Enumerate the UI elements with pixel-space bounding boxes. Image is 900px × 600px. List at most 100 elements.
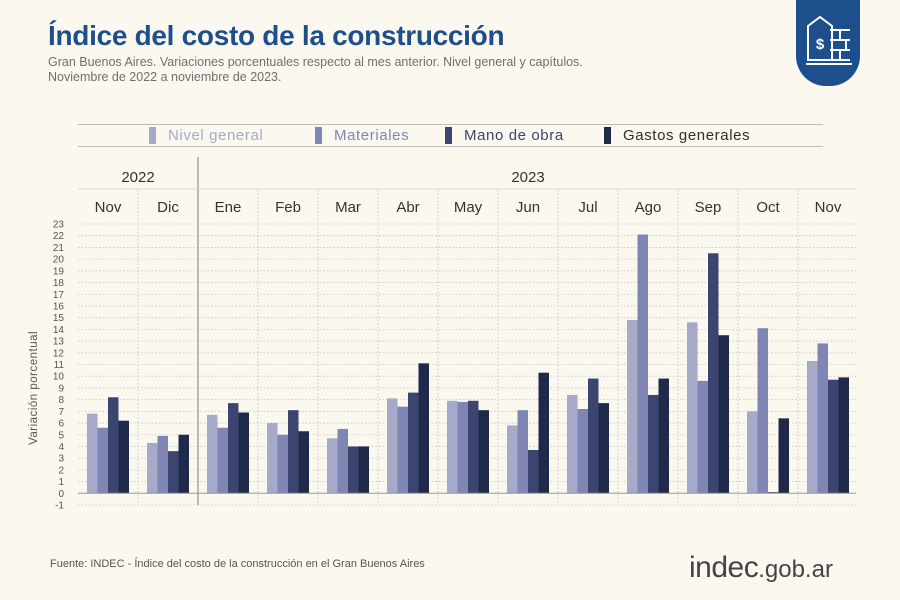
svg-text:$: $ [816,36,825,53]
bar [747,411,758,494]
bar [658,378,669,494]
bar [288,410,299,494]
y-tick-label: 5 [58,430,64,441]
bar [327,438,338,494]
y-tick-label: 10 [53,372,65,383]
y-tick-label: 0 [58,489,64,500]
bar [577,408,588,494]
subtitle-line-2: Noviembre de 2022 a noviembre de 2023. [48,70,282,84]
legend-item-gastos-generales: Gastos generales [604,126,750,145]
bar [358,446,369,494]
subtitle-line-1: Gran Buenos Aires. Variaciones porcentua… [48,55,583,69]
year-label: 2022 [121,169,154,186]
bar [517,410,528,494]
bar [397,406,408,494]
bar [348,446,359,494]
legend-label: Materiales [334,127,410,144]
bar [708,253,719,494]
bar [718,335,729,494]
y-tick-label: 1 [58,477,64,488]
y-tick-label: -1 [55,501,64,512]
bar [157,435,168,494]
bar [207,414,218,494]
bar [97,427,108,494]
y-tick-label: 3 [58,454,64,465]
category-label: Nov [815,199,842,216]
bar [418,363,429,494]
y-tick-label: 9 [58,383,64,394]
building-badge: $ [796,0,860,86]
y-tick-label: 11 [54,360,65,371]
bar [757,328,768,494]
category-label: Dic [157,199,179,216]
bar [457,401,468,494]
bar [528,449,539,494]
bar [478,410,489,494]
bar [768,492,779,494]
legend-swatch [445,127,452,144]
page-title: Índice del costo de la construcción [48,20,505,51]
indec-logo[interactable]: indec.gob.ar [689,551,833,585]
bar [228,403,239,494]
y-tick-label: 21 [53,243,65,254]
y-tick-label: 22 [53,231,65,242]
bar [817,343,828,494]
y-tick-label: 17 [53,290,65,301]
bar [627,320,638,494]
y-tick-label: 15 [53,313,65,324]
bar [807,360,818,494]
bar [588,378,599,494]
logo-main: indec [689,551,759,584]
y-tick-label: 19 [53,266,65,277]
bar [147,442,158,494]
year-label: 2023 [511,169,544,186]
category-label: Nov [95,199,122,216]
category-label: Abr [396,199,419,216]
bar [178,434,189,494]
legend-label: Mano de obra [464,127,564,144]
y-tick-label: 18 [53,278,65,289]
y-tick-label: 6 [58,419,64,430]
bar [697,380,708,494]
bar [687,322,698,494]
bar [828,379,839,494]
category-label: Feb [275,199,301,216]
legend-label: Nivel general [168,127,264,144]
y-tick-label: 13 [53,337,65,348]
category-label: Ene [215,199,242,216]
bar [447,400,458,494]
bar [408,392,419,494]
category-label: Oct [756,199,780,216]
legend-swatch [604,127,611,144]
legend-item-materiales: Materiales [315,126,409,145]
bar [118,420,129,494]
chart-legend: Nivel general Materiales Mano de obra Ga… [78,124,823,147]
category-label: Mar [335,199,361,216]
source-note: Fuente: INDEC - Índice del costo de la c… [50,558,425,570]
legend-swatch [149,127,156,144]
bar [838,377,849,494]
bar [108,397,119,494]
y-axis-label: Variación porcentual [28,331,40,445]
category-label: Jul [578,199,597,216]
y-tick-label: 7 [58,407,64,418]
bar [217,427,228,494]
legend-item-mano-de-obra: Mano de obra [445,126,564,145]
bar [778,418,789,494]
bar [87,413,98,494]
subtitle: Gran Buenos Aires. Variaciones porcentua… [48,55,583,85]
category-label: May [454,199,483,216]
bar [598,403,609,494]
bar [468,400,479,494]
y-tick-label: 23 [53,220,65,231]
y-tick-label: 12 [53,348,65,359]
bar [538,372,549,494]
bar [168,451,179,494]
bar [507,425,518,494]
y-tick-label: 14 [53,325,65,336]
legend-item-nivel-general: Nivel general [149,126,263,145]
bar [637,234,648,494]
y-tick-label: 4 [58,442,64,453]
y-tick-label: 16 [53,301,65,312]
